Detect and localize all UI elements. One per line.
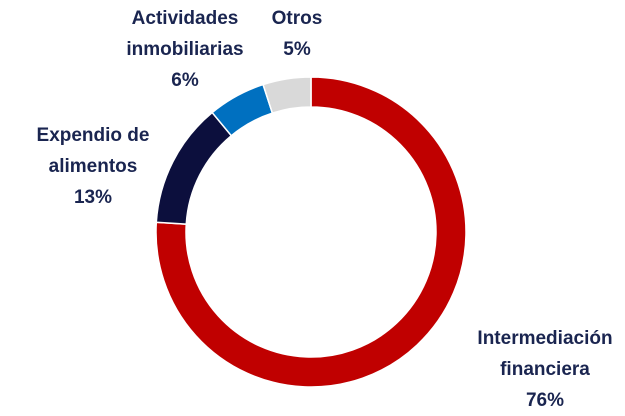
data-label: Otros 5% xyxy=(257,3,337,65)
value-label: 76% xyxy=(525,390,565,411)
value-label: 5% xyxy=(283,39,311,60)
value-label: 6% xyxy=(171,70,199,91)
donut-segment xyxy=(262,76,312,115)
category-label: Expendio de alimentos xyxy=(36,125,150,177)
category-label: Intermediación financiera xyxy=(477,328,613,380)
data-label: Expendio de alimentos 13% xyxy=(18,120,168,213)
category-label: Actividades inmobiliarias xyxy=(126,8,244,60)
donut-segment xyxy=(155,76,467,388)
data-label: Actividades inmobiliarias 6% xyxy=(110,3,260,96)
data-label: Intermediación financiera 76% xyxy=(458,323,625,416)
value-label: 13% xyxy=(73,187,113,208)
category-label: Otros xyxy=(271,8,323,29)
